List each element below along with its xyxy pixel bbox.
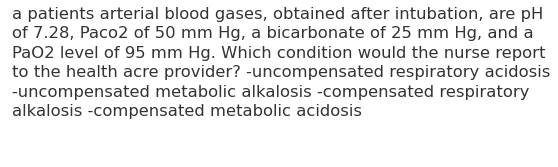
Text: a patients arterial blood gases, obtained after intubation, are pH
of 7.28, Paco: a patients arterial blood gases, obtaine… (12, 7, 551, 119)
